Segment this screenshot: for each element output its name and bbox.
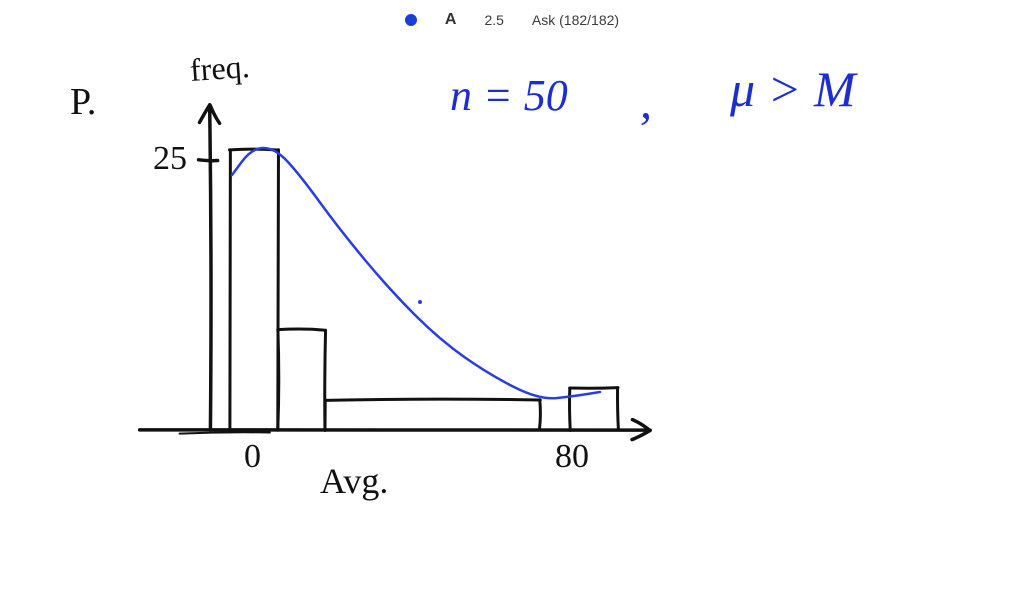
stray-dot: [418, 300, 422, 304]
sketch-chart: [0, 0, 1024, 614]
density-curve: [232, 148, 600, 398]
